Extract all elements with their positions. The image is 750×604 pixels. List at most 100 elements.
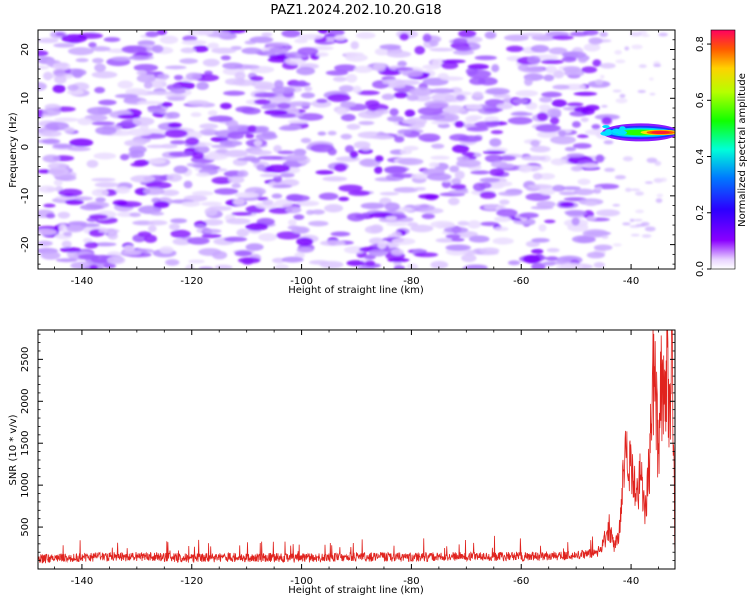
heat-cell (454, 121, 465, 128)
heat-cell (600, 74, 605, 79)
heat-cell (77, 117, 93, 126)
heat-cell (430, 260, 449, 269)
x-tick-label: -140 (71, 276, 94, 287)
heat-cell (306, 209, 315, 215)
x-tick-label: -40 (623, 576, 639, 587)
heat-cell (88, 42, 97, 48)
heat-cell (447, 197, 460, 206)
heat-cell (485, 87, 510, 95)
snr-panel: -140 -120 -100 -80 -60 -40 500 1000 1500 2000 250… (8, 329, 676, 596)
heat-cell (461, 152, 475, 157)
heat-cell (599, 62, 616, 69)
heat-cell (594, 79, 604, 85)
heat-cell (496, 103, 513, 110)
heat-cell (167, 122, 182, 128)
heat-cell (441, 180, 452, 189)
heat-cell (285, 153, 308, 162)
heat-cell (421, 213, 435, 220)
heat-cell (277, 102, 291, 110)
heat-cell (612, 89, 622, 93)
heat-cell (422, 33, 432, 43)
heat-cell (237, 170, 249, 178)
heat-cell (404, 109, 416, 118)
heat-cell (143, 187, 165, 196)
heat-cell (461, 254, 477, 263)
heat-cell (489, 138, 502, 147)
heat-cell (93, 242, 117, 247)
heat-cell (311, 209, 325, 215)
heat-cell (256, 164, 266, 172)
heat-cell (194, 224, 207, 229)
heat-cell (566, 102, 584, 107)
heat-cell (94, 86, 106, 94)
heat-cell (53, 43, 75, 48)
x-tick-label: -100 (290, 276, 313, 287)
heat-cell (228, 176, 245, 184)
heat-cell (166, 173, 183, 182)
heat-cell (253, 99, 271, 105)
heat-cell (431, 93, 456, 102)
heat-cell (325, 70, 349, 76)
heat-cell (150, 211, 165, 216)
heat-cell (345, 53, 368, 62)
heat-cell (649, 77, 654, 81)
heat-cell (538, 186, 556, 196)
heat-cell (297, 47, 319, 56)
heat-cell (127, 128, 153, 137)
heat-cell (510, 112, 533, 117)
heat-cell (136, 100, 163, 105)
heat-cell (159, 35, 179, 44)
heat-cell (385, 215, 398, 221)
heat-cell (148, 225, 157, 233)
heat-cell (419, 113, 446, 121)
heat-cell (245, 223, 269, 231)
heat-cell (72, 69, 84, 79)
heat-cell (327, 148, 337, 156)
heat-cell (443, 105, 466, 114)
heat-cell (67, 47, 94, 56)
y-tick-label: 20 (20, 43, 31, 56)
heat-cell (202, 153, 229, 161)
heat-cell (559, 262, 584, 269)
heat-cell (191, 190, 214, 196)
carrier-speckle (619, 126, 626, 132)
heat-cell (570, 165, 583, 172)
heat-cell (231, 211, 252, 216)
heat-cell (115, 186, 131, 194)
heat-cell (293, 214, 305, 220)
heat-cell (601, 234, 609, 239)
heat-cell (543, 74, 555, 82)
heat-cell (103, 37, 121, 43)
heat-cell (491, 64, 500, 73)
heat-cell (347, 212, 366, 222)
heat-cell (103, 263, 117, 269)
heat-cell (633, 218, 643, 222)
heat-cell (320, 240, 346, 246)
heat-cell (69, 138, 94, 147)
heat-cell (188, 259, 205, 264)
heat-cell (455, 94, 466, 101)
heat-cell (52, 62, 71, 71)
heat-cell (536, 112, 548, 121)
spectrogram-x-label: Height of straight line (km) (288, 285, 424, 296)
heat-cell (146, 158, 166, 165)
heat-cell (147, 220, 168, 226)
heat-cell (350, 41, 359, 50)
heat-cell (80, 223, 101, 228)
heat-cell (550, 158, 567, 166)
heat-cell (452, 37, 468, 45)
heat-cell (318, 192, 339, 201)
heat-cell (445, 234, 461, 239)
heat-cell (219, 140, 243, 147)
heat-cell (401, 119, 417, 124)
heat-cell (566, 153, 585, 158)
heat-cell (545, 256, 559, 261)
heat-cell (214, 188, 239, 195)
heat-cell (624, 46, 630, 51)
heat-cell (379, 191, 400, 196)
heat-cell (548, 47, 568, 55)
heat-cell (160, 189, 180, 196)
heat-cell (498, 155, 516, 161)
heat-cell (519, 212, 539, 219)
